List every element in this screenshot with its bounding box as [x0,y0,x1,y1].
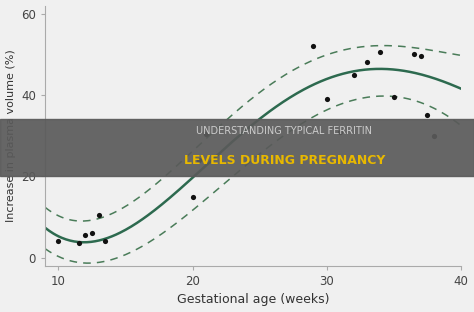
Point [310,44,317,49]
Text: UNDERSTANDING TYPICAL FERRITIN: UNDERSTANDING TYPICAL FERRITIN [196,126,373,136]
Point [424,113,431,118]
Point [390,95,398,100]
Point [417,54,425,59]
Point [350,72,357,77]
Y-axis label: Increase in plasma volume (%): Increase in plasma volume (%) [6,49,16,222]
Point [189,194,196,199]
Text: LEVELS DURING PREGNANCY: LEVELS DURING PREGNANCY [184,154,385,167]
Point [88,231,96,236]
Point [202,131,210,136]
Point [323,97,330,102]
Point [337,129,344,134]
Point [430,133,438,138]
Point [377,50,384,55]
Point [55,239,62,244]
X-axis label: Gestational age (weeks): Gestational age (weeks) [177,294,329,306]
Point [75,241,82,246]
Point [363,60,371,65]
Point [95,212,102,217]
Point [196,158,203,163]
Point [101,239,109,244]
Point [82,233,89,238]
Point [410,52,418,57]
